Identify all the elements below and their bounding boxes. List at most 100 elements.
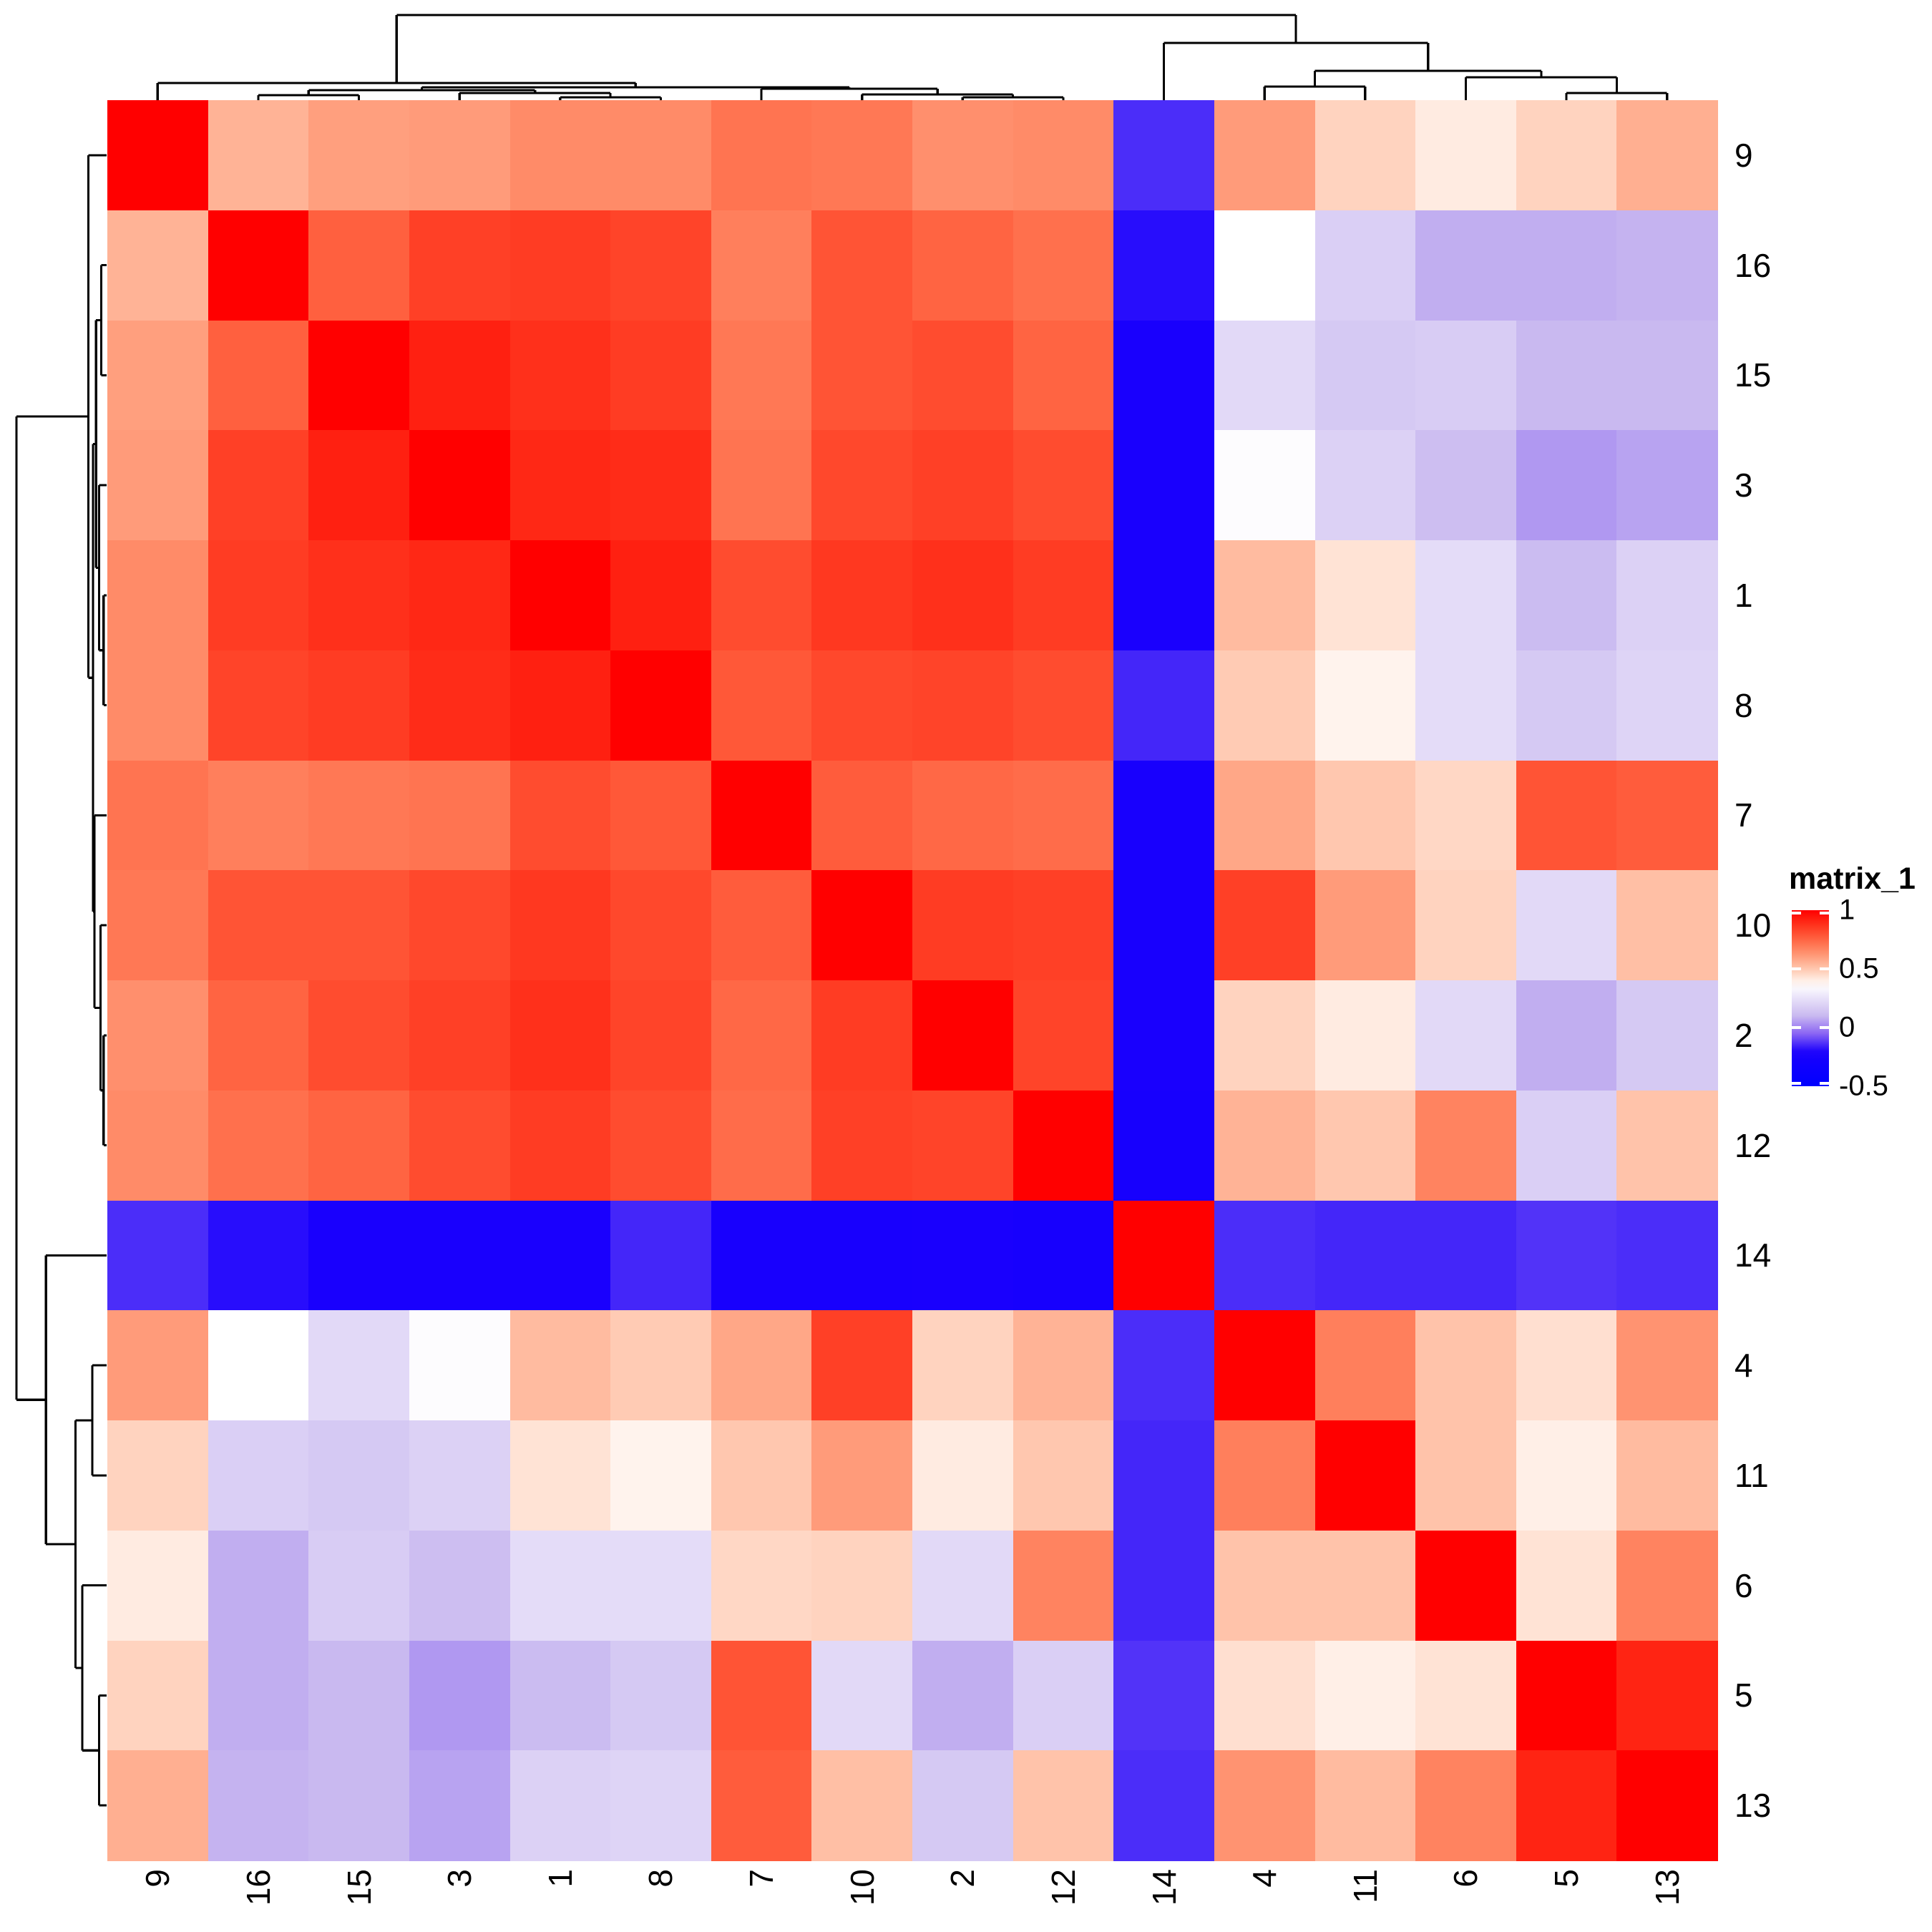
column-label-6: 6 [1447,1869,1485,1888]
legend-tick-label-0.5: 0.5 [1839,952,1879,985]
heatmap-cell-7-3 [409,760,511,871]
heatmap-cell-13-1 [509,1750,611,1861]
heatmap-cell-2-1 [509,980,611,1091]
heatmap-cell-9-3 [409,100,511,211]
legend-tick-mark [1792,1082,1801,1085]
heatmap-cell-16-16 [208,210,309,321]
heatmap-cell-1-14 [1113,540,1215,651]
heatmap-cell-8-5 [1516,650,1617,761]
heatmap-cell-10-13 [1616,870,1718,981]
row-label-11: 11 [1735,1456,1769,1494]
heatmap-cell-8-16 [208,650,309,761]
heatmap-cell-10-11 [1314,870,1416,981]
heatmap-cell-10-12 [1013,870,1114,981]
heatmap-cell-14-14 [1113,1200,1215,1311]
heatmap-cell-14-11 [1314,1200,1416,1311]
heatmap-cell-9-15 [308,100,410,211]
heatmap-cell-15-9 [107,320,209,431]
heatmap-cell-7-14 [1113,760,1215,871]
heatmap-cell-2-12 [1013,980,1114,1091]
heatmap-cell-4-8 [610,1310,712,1421]
heatmap-cell-9-8 [610,100,712,211]
legend-tick-mark [1820,1082,1829,1085]
heatmap-cell-7-1 [509,760,611,871]
legend-tick-label--0.5: -0.5 [1839,1070,1888,1102]
heatmap-cell-6-6 [1415,1530,1517,1641]
heatmap-cell-8-9 [107,650,209,761]
heatmap-cell-13-13 [1616,1750,1718,1861]
heatmap-cell-8-3 [409,650,511,761]
heatmap-cell-15-3 [409,320,511,431]
heatmap-cell-15-1 [509,320,611,431]
heatmap-cell-12-14 [1113,1090,1215,1201]
heatmap-cell-14-2 [912,1200,1014,1311]
heatmap-cell-15-4 [1214,320,1316,431]
heatmap-cell-11-1 [509,1420,611,1531]
heatmap-cell-15-6 [1415,320,1517,431]
heatmap-cell-9-6 [1415,100,1517,211]
heatmap-cell-14-16 [208,1200,309,1311]
heatmap-cell-5-16 [208,1640,309,1751]
row-label-8: 8 [1735,686,1753,724]
heatmap-cell-7-10 [811,760,913,871]
heatmap-cell-3-3 [409,430,511,541]
heatmap-cell-7-13 [1616,760,1718,871]
row-label-10: 10 [1735,907,1772,945]
column-label-2: 2 [944,1869,982,1888]
heatmap-cell-12-8 [610,1090,712,1201]
heatmap-cell-14-1 [509,1200,611,1311]
heatmap-cell-14-5 [1516,1200,1617,1311]
heatmap-cell-11-4 [1214,1420,1316,1531]
heatmap-cell-4-11 [1314,1310,1416,1421]
column-dendrogram [156,14,1669,100]
heatmap-cell-13-12 [1013,1750,1114,1861]
heatmap-cell-3-15 [308,430,410,541]
column-label-12: 12 [1044,1869,1082,1906]
heatmap-cell-13-6 [1415,1750,1517,1861]
heatmap-cell-13-14 [1113,1750,1215,1861]
heatmap-cell-2-9 [107,980,209,1091]
heatmap-cell-10-1 [509,870,611,981]
heatmap-cell-1-13 [1616,540,1718,651]
heatmap-cell-5-14 [1113,1640,1215,1751]
legend-colorbar [1792,910,1829,1086]
heatmap-cell-13-2 [912,1750,1014,1861]
legend-tick-mark [1792,912,1801,914]
heatmap-cell-9-16 [208,100,309,211]
heatmap-cell-1-6 [1415,540,1517,651]
heatmap-grid [107,100,1718,1861]
heatmap-cell-16-5 [1516,210,1617,321]
column-label-16: 16 [239,1869,277,1906]
column-label-10: 10 [843,1869,881,1906]
heatmap-cell-3-2 [912,430,1014,541]
heatmap-cell-7-7 [711,760,812,871]
legend-tick-mark [1820,967,1829,970]
heatmap-cell-6-7 [711,1530,812,1641]
heatmap-cell-5-15 [308,1640,410,1751]
heatmap-cell-1-10 [811,540,913,651]
heatmap-cell-12-4 [1214,1090,1316,1201]
heatmap-cell-2-6 [1415,980,1517,1091]
heatmap-cell-8-4 [1214,650,1316,761]
heatmap-cell-3-5 [1516,430,1617,541]
column-label-15: 15 [340,1869,378,1906]
heatmap-cell-4-3 [409,1310,511,1421]
heatmap-cell-3-7 [711,430,812,541]
heatmap-cell-9-7 [711,100,812,211]
heatmap-cell-16-11 [1314,210,1416,321]
legend-tick-mark [1820,912,1829,914]
heatmap-cell-13-16 [208,1750,309,1861]
heatmap-cell-9-14 [1113,100,1215,211]
heatmap-cell-10-8 [610,870,712,981]
heatmap-cell-11-16 [208,1420,309,1531]
column-label-7: 7 [743,1869,781,1888]
heatmap-cell-8-12 [1013,650,1114,761]
heatmap-cell-4-12 [1013,1310,1114,1421]
heatmap-cell-15-2 [912,320,1014,431]
heatmap-cell-1-5 [1516,540,1617,651]
heatmap-cell-10-16 [208,870,309,981]
heatmap-cell-13-3 [409,1750,511,1861]
heatmap-cell-14-9 [107,1200,209,1311]
heatmap-cell-15-7 [711,320,812,431]
heatmap-cell-9-12 [1013,100,1114,211]
